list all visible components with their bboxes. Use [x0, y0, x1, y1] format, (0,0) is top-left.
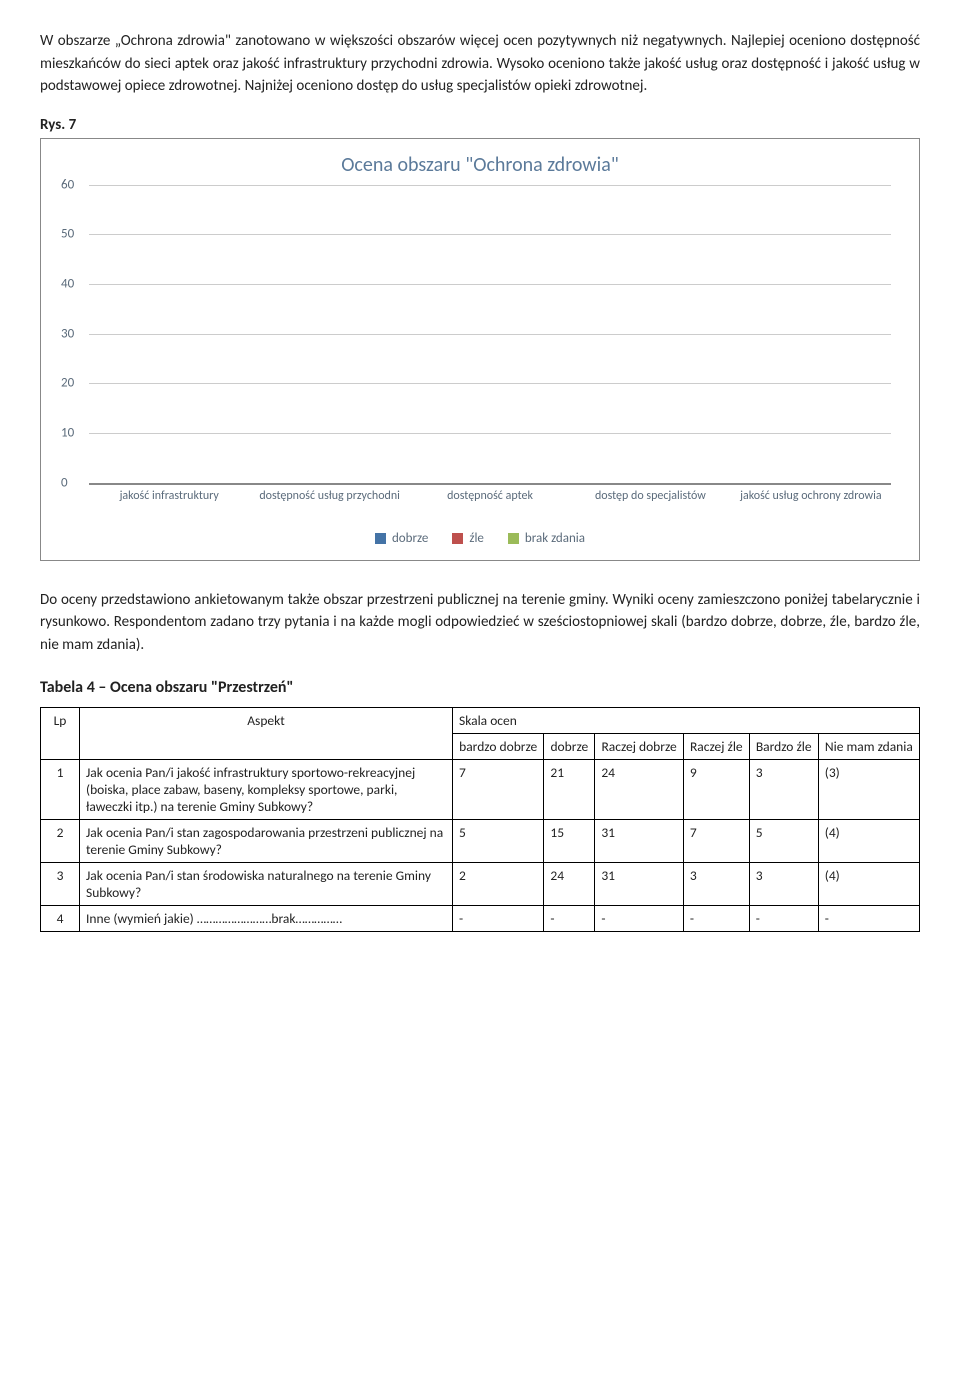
legend-item: źle	[452, 531, 484, 546]
table-row: 4Inne (wymień jakie) ……………………brak……………--…	[41, 906, 920, 932]
cell-value: 24	[595, 760, 684, 820]
intro-paragraph: W obszarze „Ochrona zdrowia" zanotowano …	[40, 30, 920, 98]
cell-value: 7	[683, 820, 749, 863]
cell-value: 21	[544, 760, 595, 820]
cell-lp: 3	[41, 863, 80, 906]
cell-value: 31	[595, 820, 684, 863]
x-tick-label: jakość usług ochrony zdrowia	[731, 485, 891, 525]
cell-lp: 4	[41, 906, 80, 932]
figure-label: Rys. 7	[40, 116, 920, 134]
cell-value: (3)	[818, 760, 919, 820]
x-tick-label: dostępność aptek	[410, 485, 570, 525]
cell-value: (4)	[818, 820, 919, 863]
y-tick-label: 20	[61, 376, 74, 391]
col-lp: Lp	[41, 708, 80, 760]
cell-aspect: Jak ocenia Pan/i jakość infrastruktury s…	[80, 760, 453, 820]
y-tick-label: 10	[61, 425, 74, 440]
table-title: Tabela 4 – Ocena obszaru "Przestrzeń"	[40, 678, 920, 697]
scale-header-cell: bardzo dobrze	[453, 734, 544, 760]
scale-header-cell: Raczej dobrze	[595, 734, 684, 760]
legend-label: brak zdania	[525, 531, 585, 546]
cell-value: -	[453, 906, 544, 932]
cell-value: 3	[683, 863, 749, 906]
col-aspect: Aspekt	[80, 708, 453, 760]
data-table: Lp Aspekt Skala ocen bardzo dobrzedobrze…	[40, 707, 920, 932]
cell-value: -	[683, 906, 749, 932]
y-tick-label: 60	[61, 177, 74, 192]
y-tick-label: 40	[61, 276, 74, 291]
cell-value: 3	[749, 760, 818, 820]
cell-value: 15	[544, 820, 595, 863]
scale-header-cell: Bardzo źle	[749, 734, 818, 760]
cell-value: 5	[749, 820, 818, 863]
scale-header-cell: Raczej źle	[683, 734, 749, 760]
cell-aspect: Jak ocenia Pan/i stan zagospodarowania p…	[80, 820, 453, 863]
legend-item: brak zdania	[508, 531, 585, 546]
cell-lp: 1	[41, 760, 80, 820]
cell-value: 3	[749, 863, 818, 906]
cell-value: 7	[453, 760, 544, 820]
y-tick-label: 30	[61, 326, 74, 341]
chart-plot: 0102030405060 jakość infrastrukturydostę…	[89, 185, 891, 525]
scale-header-cell: Nie mam zdania	[818, 734, 919, 760]
cell-value: -	[544, 906, 595, 932]
col-scale: Skala ocen	[453, 708, 920, 734]
x-tick-label: dostępność usług przychodni	[249, 485, 409, 525]
legend-label: dobrze	[392, 531, 428, 546]
cell-aspect: Jak ocenia Pan/i stan środowiska natural…	[80, 863, 453, 906]
cell-value: -	[595, 906, 684, 932]
chart-container: Ocena obszaru "Ochrona zdrowia" 01020304…	[40, 138, 920, 561]
cell-lp: 2	[41, 820, 80, 863]
legend-swatch	[508, 533, 519, 544]
y-tick-label: 0	[61, 475, 68, 490]
cell-value: -	[749, 906, 818, 932]
y-tick-label: 50	[61, 227, 74, 242]
legend-swatch	[375, 533, 386, 544]
cell-value: 5	[453, 820, 544, 863]
x-axis-labels: jakość infrastrukturydostępność usług pr…	[89, 485, 891, 525]
cell-value: 2	[453, 863, 544, 906]
cell-value: 24	[544, 863, 595, 906]
plot-area: 0102030405060	[89, 185, 891, 485]
chart-legend: dobrze źle brak zdania	[59, 531, 901, 546]
table-body: 1Jak ocenia Pan/i jakość infrastruktury …	[41, 760, 920, 932]
chart-title: Ocena obszaru "Ochrona zdrowia"	[59, 153, 901, 177]
cell-value: 31	[595, 863, 684, 906]
x-tick-label: jakość infrastruktury	[89, 485, 249, 525]
table-header-row-1: Lp Aspekt Skala ocen	[41, 708, 920, 734]
second-paragraph: Do oceny przedstawiono ankietowanym takż…	[40, 589, 920, 657]
cell-aspect: Inne (wymień jakie) ……………………brak……………	[80, 906, 453, 932]
cell-value: (4)	[818, 863, 919, 906]
cell-value: -	[818, 906, 919, 932]
table-row: 1Jak ocenia Pan/i jakość infrastruktury …	[41, 760, 920, 820]
table-row: 2Jak ocenia Pan/i stan zagospodarowania …	[41, 820, 920, 863]
scale-header-cell: dobrze	[544, 734, 595, 760]
legend-swatch	[452, 533, 463, 544]
table-row: 3Jak ocenia Pan/i stan środowiska natura…	[41, 863, 920, 906]
x-tick-label: dostęp do specjalistów	[570, 485, 730, 525]
legend-item: dobrze	[375, 531, 428, 546]
cell-value: 9	[683, 760, 749, 820]
legend-label: źle	[469, 531, 484, 546]
